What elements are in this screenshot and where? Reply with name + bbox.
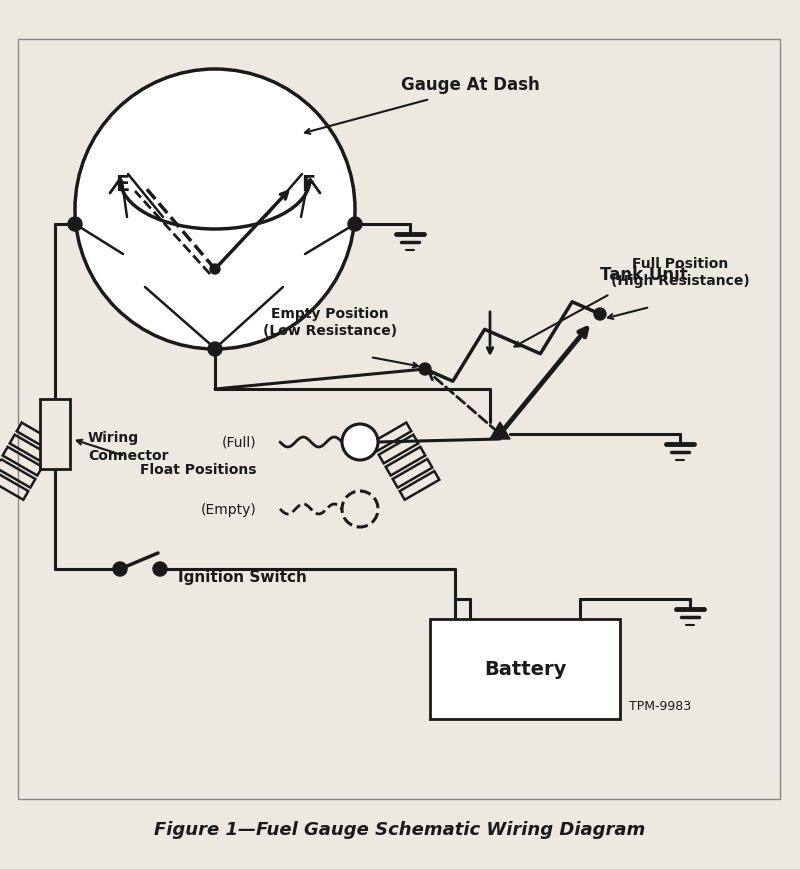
Text: Full Position
(High Resistance): Full Position (High Resistance): [610, 256, 750, 288]
Text: TPM-9983: TPM-9983: [629, 700, 691, 713]
Text: Battery: Battery: [484, 660, 566, 679]
Circle shape: [342, 492, 378, 527]
Polygon shape: [490, 422, 510, 440]
Bar: [40, 400, 70, 469]
Text: Figure 1—Fuel Gauge Schematic Wiring Diagram: Figure 1—Fuel Gauge Schematic Wiring Dia…: [154, 820, 646, 838]
Circle shape: [342, 425, 378, 461]
Text: Gauge At Dash: Gauge At Dash: [401, 76, 539, 94]
Text: Ignition Switch: Ignition Switch: [178, 570, 307, 585]
Text: Wiring
Connector: Wiring Connector: [88, 431, 169, 462]
Bar: [18, 40, 780, 799]
Text: E: E: [115, 175, 129, 195]
Text: Empty Position
(Low Resistance): Empty Position (Low Resistance): [263, 307, 397, 338]
Circle shape: [208, 342, 222, 356]
Circle shape: [419, 363, 431, 375]
Text: Float Positions: Float Positions: [139, 462, 256, 476]
Circle shape: [210, 265, 220, 275]
Circle shape: [348, 218, 362, 232]
Circle shape: [113, 562, 127, 576]
Circle shape: [153, 562, 167, 576]
Text: Tank Unit: Tank Unit: [600, 266, 688, 283]
Text: (Full): (Full): [222, 435, 256, 449]
Circle shape: [75, 70, 355, 349]
Circle shape: [68, 218, 82, 232]
Text: F: F: [301, 175, 315, 195]
Circle shape: [594, 308, 606, 321]
Bar: [430, 620, 620, 720]
Text: (Empty): (Empty): [200, 502, 256, 516]
